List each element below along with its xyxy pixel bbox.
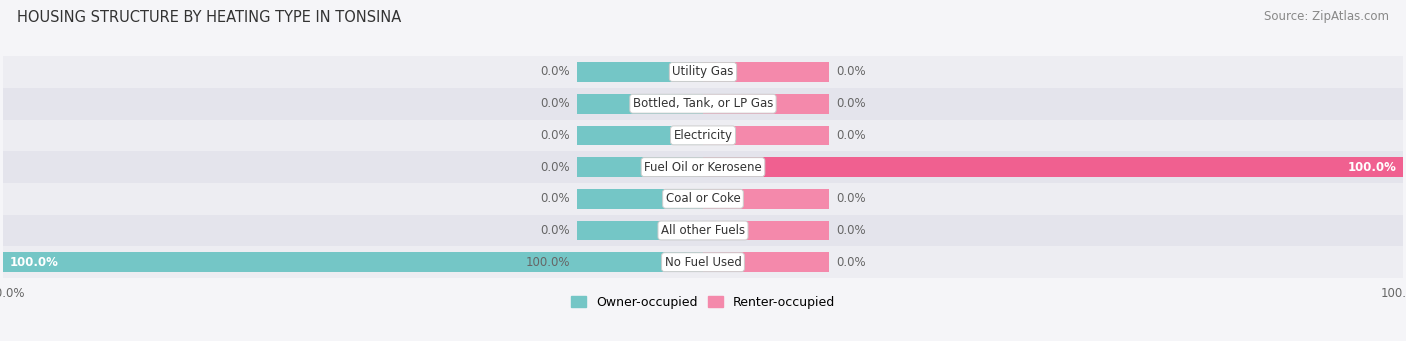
Text: 0.0%: 0.0% — [540, 192, 569, 205]
Text: 0.0%: 0.0% — [540, 129, 569, 142]
Bar — [703, 62, 830, 82]
Text: 100.0%: 100.0% — [10, 256, 59, 269]
Text: Utility Gas: Utility Gas — [672, 65, 734, 78]
Text: 0.0%: 0.0% — [540, 97, 569, 110]
Text: 0.0%: 0.0% — [540, 161, 569, 174]
Text: 0.0%: 0.0% — [837, 224, 866, 237]
Text: 0.0%: 0.0% — [540, 65, 569, 78]
Text: No Fuel Used: No Fuel Used — [665, 256, 741, 269]
Text: HOUSING STRUCTURE BY HEATING TYPE IN TONSINA: HOUSING STRUCTURE BY HEATING TYPE IN TON… — [17, 10, 401, 25]
Legend: Owner-occupied, Renter-occupied: Owner-occupied, Renter-occupied — [567, 291, 839, 314]
Bar — [576, 62, 703, 82]
Text: Fuel Oil or Kerosene: Fuel Oil or Kerosene — [644, 161, 762, 174]
Bar — [576, 189, 703, 209]
Bar — [3, 183, 1403, 214]
Bar — [703, 221, 830, 240]
Bar — [3, 120, 1403, 151]
Text: Bottled, Tank, or LP Gas: Bottled, Tank, or LP Gas — [633, 97, 773, 110]
Bar — [3, 252, 703, 272]
Bar — [576, 94, 703, 114]
Text: 0.0%: 0.0% — [837, 192, 866, 205]
Bar — [576, 221, 703, 240]
Text: 0.0%: 0.0% — [837, 97, 866, 110]
Bar — [576, 157, 703, 177]
Text: Electricity: Electricity — [673, 129, 733, 142]
Bar — [703, 189, 830, 209]
Text: 100.0%: 100.0% — [526, 256, 569, 269]
Bar — [576, 125, 703, 145]
Text: Coal or Coke: Coal or Coke — [665, 192, 741, 205]
Bar — [3, 246, 1403, 278]
Bar — [703, 125, 830, 145]
Text: 100.0%: 100.0% — [1347, 161, 1396, 174]
Bar — [703, 157, 1403, 177]
Bar — [3, 56, 1403, 88]
Bar — [703, 94, 830, 114]
Bar — [3, 88, 1403, 120]
Text: 0.0%: 0.0% — [837, 129, 866, 142]
Bar — [703, 252, 830, 272]
Bar — [3, 151, 1403, 183]
Bar — [3, 214, 1403, 246]
Text: 0.0%: 0.0% — [540, 224, 569, 237]
Text: 0.0%: 0.0% — [837, 65, 866, 78]
Text: All other Fuels: All other Fuels — [661, 224, 745, 237]
Text: 0.0%: 0.0% — [837, 256, 866, 269]
Text: Source: ZipAtlas.com: Source: ZipAtlas.com — [1264, 10, 1389, 23]
